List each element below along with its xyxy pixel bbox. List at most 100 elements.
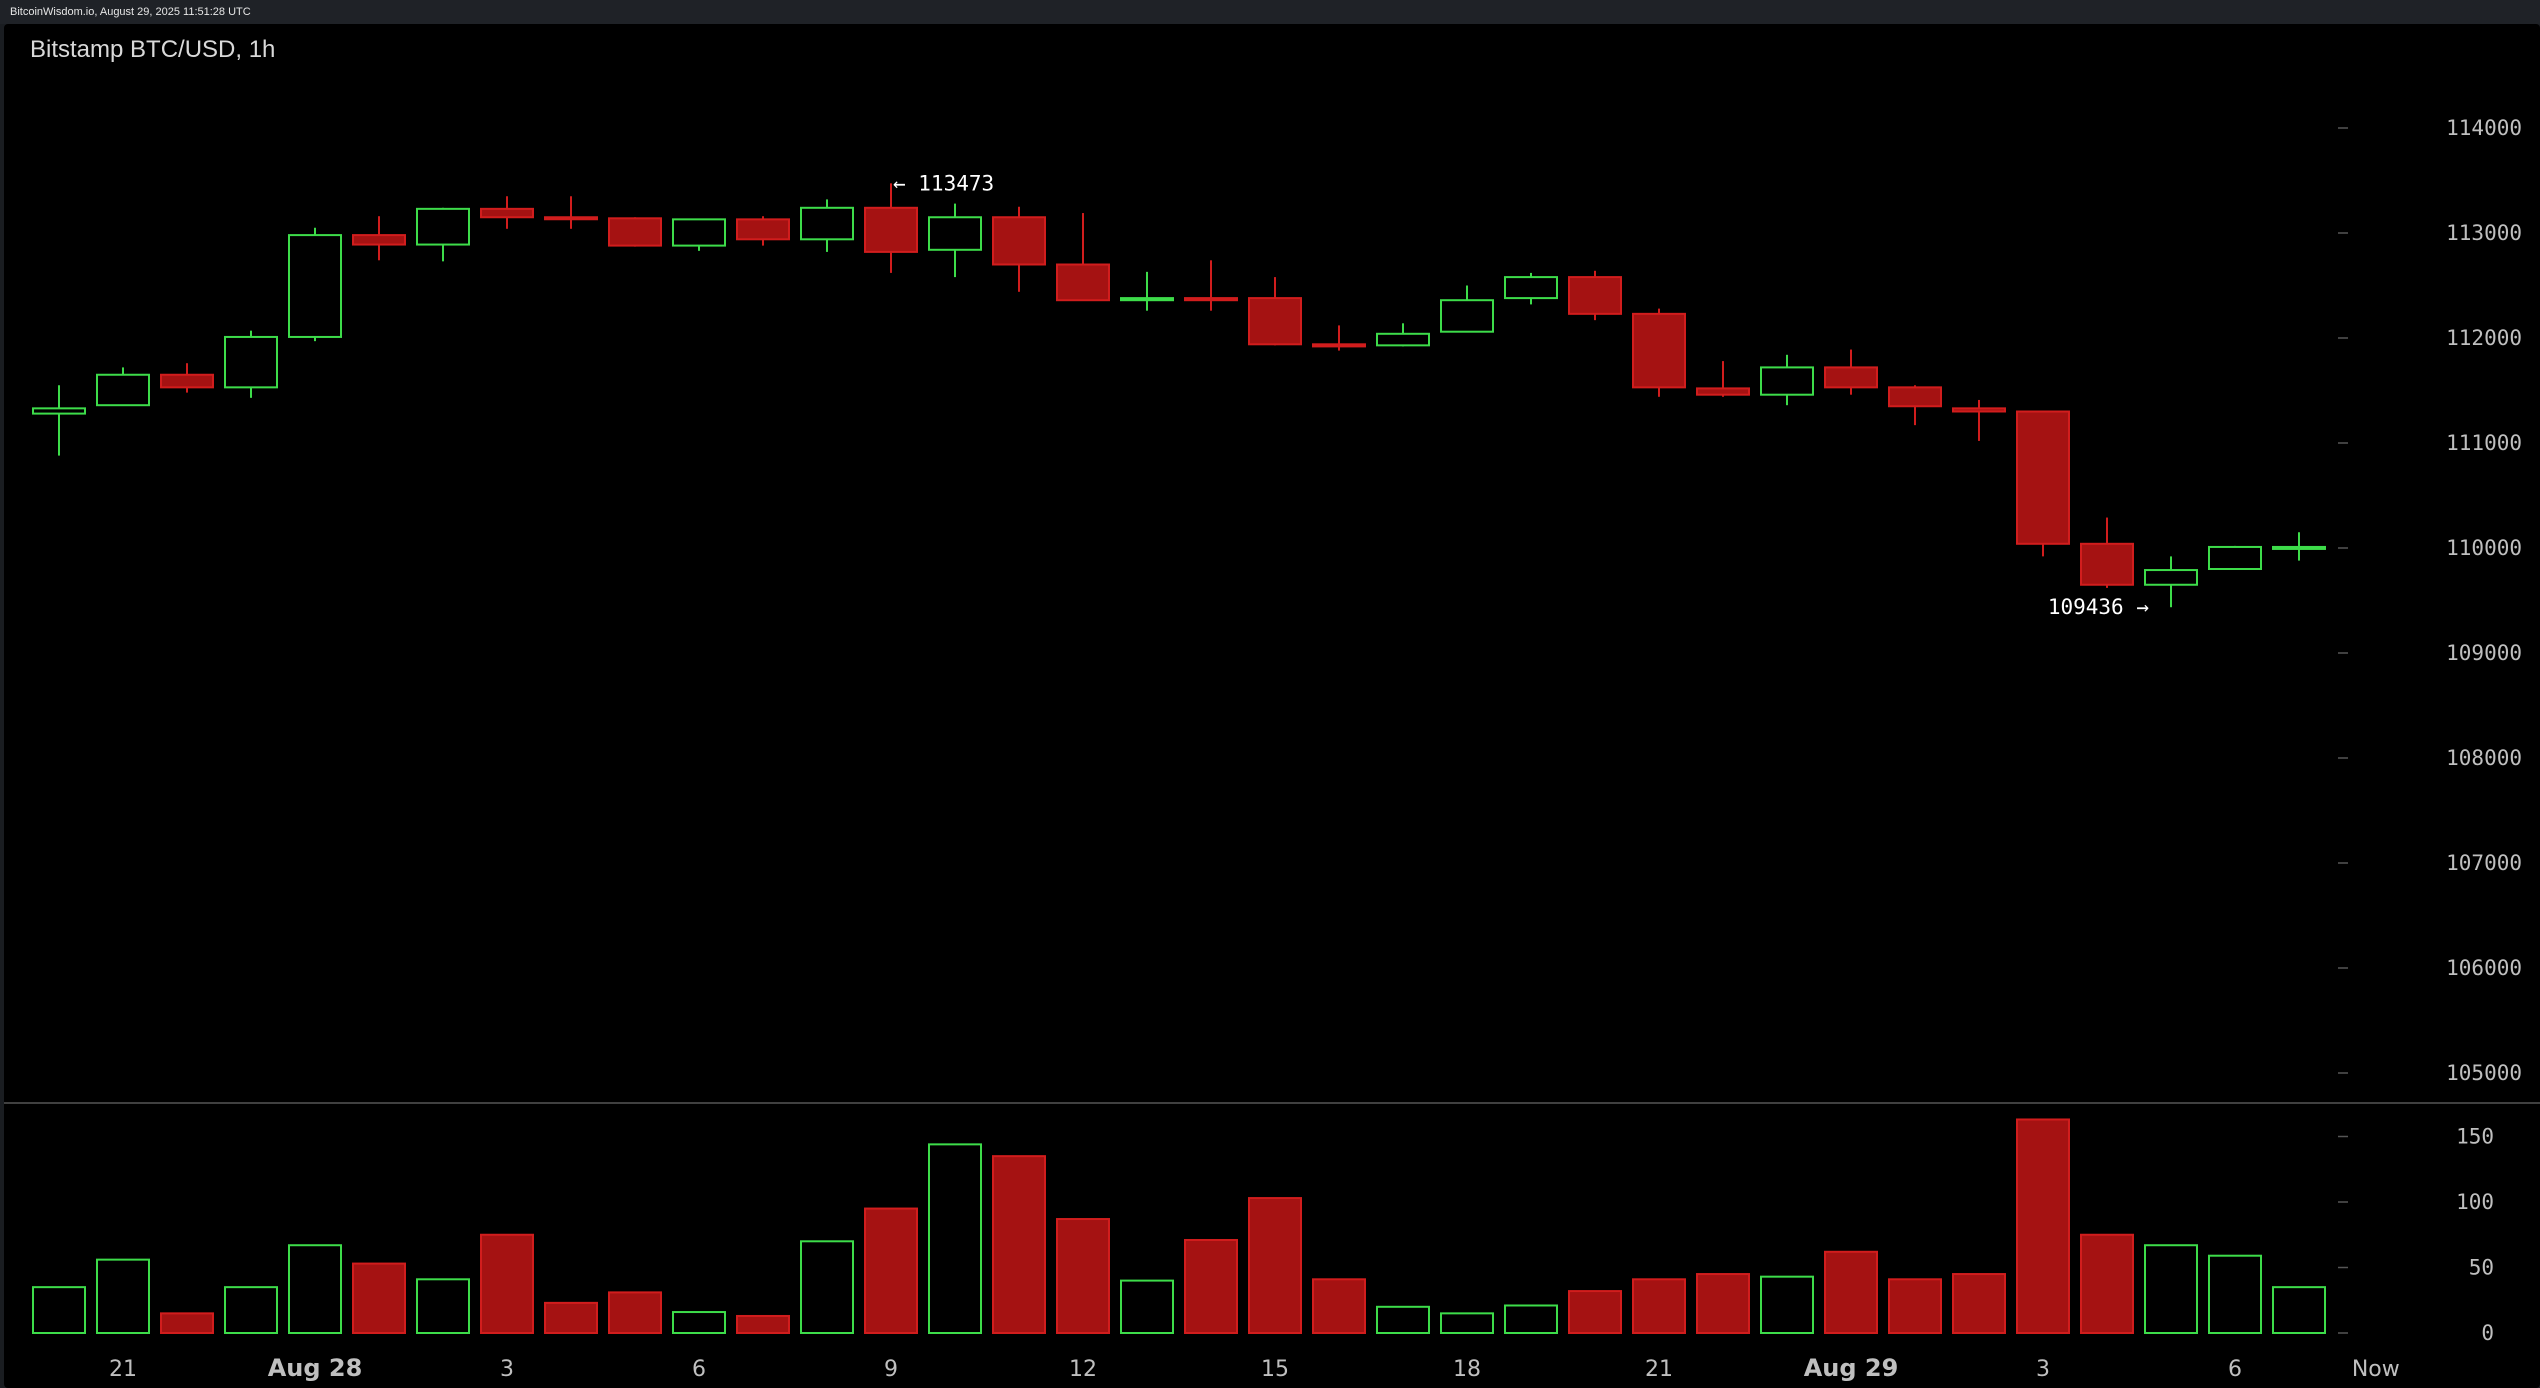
x-axis-group: 21 Aug 28 3 6 9 12 15 18 21 Aug 29 3 6 Now bbox=[109, 1354, 2400, 1382]
candle-body bbox=[992, 216, 1046, 266]
volume-bar bbox=[736, 1314, 790, 1334]
volume-bar bbox=[992, 1155, 1046, 1335]
candle-body bbox=[2208, 545, 2262, 571]
volume-bar bbox=[1184, 1238, 1238, 1334]
volume-tick-label: 150 bbox=[2456, 1125, 2494, 1149]
source-timestamp-bar: BitcoinWisdom.io, August 29, 2025 11:51:… bbox=[0, 0, 2540, 24]
volume-tick-label: 0 bbox=[2481, 1321, 2494, 1345]
axis-ticks-group: 105000 106000 107000 108000 109000 110000 1110… bbox=[4, 116, 2540, 1345]
volume-bar bbox=[1312, 1278, 1366, 1335]
x-tick-label: 18 bbox=[1453, 1357, 1481, 1382]
price-tick-label: 114000 bbox=[2446, 116, 2522, 140]
low-price-annotation: 109436 → bbox=[2048, 595, 2149, 619]
candle-body bbox=[1952, 407, 2006, 413]
high-price-annotation: ← 113473 bbox=[893, 171, 994, 195]
candle-body bbox=[1440, 299, 1494, 333]
volume-tick-label: 50 bbox=[2469, 1256, 2494, 1280]
volume-bar bbox=[800, 1240, 854, 1335]
candle-body bbox=[352, 234, 406, 246]
volume-bar bbox=[1056, 1218, 1110, 1335]
candles-group bbox=[32, 183, 2326, 608]
volume-bar bbox=[1120, 1279, 1174, 1334]
volume-bar bbox=[1376, 1305, 1430, 1335]
candle-body bbox=[1184, 297, 1238, 302]
candle-body bbox=[2144, 569, 2198, 586]
candle-body bbox=[544, 216, 598, 221]
x-tick-label: 21 bbox=[1645, 1357, 1673, 1382]
candle-body bbox=[1632, 312, 1686, 389]
volume-bar bbox=[928, 1143, 982, 1334]
volume-bar bbox=[608, 1291, 662, 1335]
x-tick-label: 3 bbox=[2036, 1357, 2050, 1382]
candle-body bbox=[1760, 366, 1814, 396]
x-tick-label: Aug 29 bbox=[1804, 1354, 1899, 1382]
volume-bar bbox=[352, 1262, 406, 1334]
volume-bar bbox=[224, 1286, 278, 1335]
volume-bar bbox=[1696, 1273, 1750, 1335]
candle-body bbox=[32, 407, 86, 415]
x-tick-label: 21 bbox=[109, 1357, 137, 1382]
volume-bar bbox=[2272, 1286, 2326, 1335]
candle-body bbox=[96, 373, 150, 407]
price-tick-label: 111000 bbox=[2446, 431, 2522, 455]
price-tick-label: 109000 bbox=[2446, 641, 2522, 665]
candle-body bbox=[1888, 386, 1942, 408]
candle-body bbox=[1568, 276, 1622, 315]
volume-bar bbox=[544, 1301, 598, 1334]
volume-bar bbox=[32, 1286, 86, 1335]
volume-bar bbox=[2016, 1118, 2070, 1334]
volume-bar bbox=[288, 1244, 342, 1334]
price-tick-label: 107000 bbox=[2446, 851, 2522, 875]
candle-body bbox=[288, 234, 342, 338]
x-tick-label: Now bbox=[2352, 1357, 2400, 1382]
volume-bar bbox=[1760, 1275, 1814, 1335]
candle-body bbox=[2016, 410, 2070, 545]
volume-bar bbox=[1632, 1278, 1686, 1335]
chart-title: Bitstamp BTC/USD, 1h bbox=[30, 36, 276, 63]
volume-bar bbox=[2144, 1244, 2198, 1334]
volume-bar bbox=[864, 1207, 918, 1335]
candle-body bbox=[1312, 343, 1366, 348]
volume-bar bbox=[1888, 1278, 1942, 1335]
candle-body bbox=[1120, 297, 1174, 302]
volume-bar bbox=[1504, 1304, 1558, 1334]
candle-body bbox=[608, 217, 662, 247]
price-tick-label: 110000 bbox=[2446, 536, 2522, 560]
volume-bar bbox=[2208, 1254, 2262, 1334]
price-tick-label: 105000 bbox=[2446, 1061, 2522, 1085]
x-tick-label: 15 bbox=[1261, 1357, 1289, 1382]
candle-body bbox=[928, 216, 982, 251]
source-timestamp-text: BitcoinWisdom.io, August 29, 2025 11:51:… bbox=[10, 6, 251, 18]
candle-body bbox=[480, 207, 534, 219]
x-tick-label: 9 bbox=[884, 1357, 898, 1382]
candle-body bbox=[672, 218, 726, 247]
volume-bar bbox=[2080, 1233, 2134, 1334]
x-tick-label: 12 bbox=[1069, 1357, 1097, 1382]
volume-bars-group bbox=[32, 1118, 2326, 1335]
candle-body bbox=[1056, 263, 1110, 302]
candle-body bbox=[416, 207, 470, 246]
volume-bar bbox=[416, 1278, 470, 1335]
volume-bar bbox=[1824, 1250, 1878, 1335]
x-tick-label: 6 bbox=[2228, 1357, 2242, 1382]
candle-body bbox=[1504, 276, 1558, 300]
candle-body bbox=[736, 218, 790, 241]
volume-bar bbox=[1248, 1197, 1302, 1334]
candle-body bbox=[864, 206, 918, 253]
volume-bar bbox=[160, 1312, 214, 1334]
price-tick-label: 113000 bbox=[2446, 221, 2522, 245]
annotations-group: ← 113473 109436 → bbox=[893, 171, 2149, 619]
candle-body bbox=[224, 335, 278, 389]
price-tick-label: 112000 bbox=[2446, 326, 2522, 350]
price-tick-label: 108000 bbox=[2446, 746, 2522, 770]
candle-body bbox=[1248, 297, 1302, 346]
volume-tick-label: 100 bbox=[2456, 1190, 2494, 1214]
candlestick-chart[interactable]: 105000 106000 107000 108000 109000 110000 1110… bbox=[4, 24, 2540, 1388]
volume-bar bbox=[672, 1311, 726, 1335]
x-tick-label: 3 bbox=[500, 1357, 514, 1382]
price-tick-label: 106000 bbox=[2446, 956, 2522, 980]
candle-body bbox=[1824, 366, 1878, 389]
candle-body bbox=[1376, 332, 1430, 347]
candle-body bbox=[2272, 545, 2326, 550]
x-tick-label: 6 bbox=[692, 1357, 706, 1382]
